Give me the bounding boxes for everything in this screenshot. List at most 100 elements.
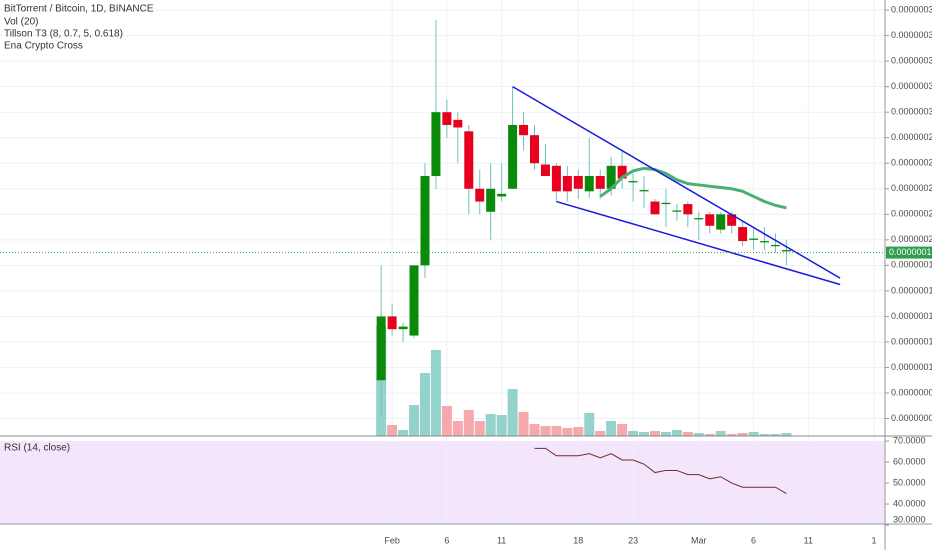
- volume-bar: [474, 421, 485, 436]
- volume-bar: [628, 431, 639, 436]
- volume-bar: [639, 432, 650, 436]
- candle-body: [628, 181, 638, 183]
- y-tick-label: 0.00000028: [891, 132, 932, 142]
- volume-bar: [715, 431, 726, 436]
- candle-body: [639, 190, 649, 192]
- volume-bar: [770, 434, 781, 436]
- candle-body: [431, 112, 441, 177]
- y-tick-label: 0.00000034: [891, 56, 932, 66]
- volume-bar: [671, 430, 682, 436]
- volume-bar: [463, 410, 474, 436]
- candle-body: [387, 316, 397, 330]
- volume-bar: [496, 415, 507, 436]
- y-tick-label: 0.00000012: [891, 336, 932, 346]
- volume-bar: [507, 389, 518, 436]
- volume-bar: [649, 431, 660, 436]
- candle-body: [683, 204, 693, 215]
- rsi-tick-label: 50.0000: [893, 477, 926, 487]
- rsi-tick-label: 40.0000: [893, 498, 926, 508]
- indicator-label: Ena Crypto Cross: [4, 41, 83, 52]
- trendline: [512, 86, 841, 279]
- candle-body: [376, 316, 386, 381]
- candle-body: [650, 201, 660, 215]
- volume-bar: [584, 413, 595, 436]
- candle-body: [606, 165, 616, 189]
- volume-bar: [781, 433, 792, 436]
- y-tick-label: 0.00000024: [891, 183, 932, 193]
- x-tick-label: Feb: [384, 535, 400, 545]
- candle-body: [409, 265, 419, 336]
- candle-body: [486, 188, 496, 212]
- volume-bar: [387, 425, 398, 436]
- volume-bar: [551, 426, 562, 436]
- candle-body: [398, 326, 408, 330]
- volume-bar: [693, 433, 704, 436]
- candle-body: [781, 250, 791, 252]
- candle-body: [497, 193, 507, 197]
- y-tick-label: 0.00000008: [891, 387, 932, 397]
- volume-bar: [704, 434, 715, 436]
- candle-body: [464, 131, 474, 189]
- candle-body: [562, 176, 572, 192]
- candle-body: [420, 176, 430, 266]
- y-tick-label: 0.00000014: [891, 311, 932, 321]
- candle-body: [672, 210, 682, 212]
- volume-bar: [660, 432, 671, 436]
- volume-bar: [540, 426, 551, 436]
- volume-bar: [759, 434, 770, 436]
- candle-body: [716, 214, 726, 230]
- candle-body: [694, 218, 704, 220]
- y-tick-label: 0.00000026: [891, 158, 932, 168]
- t3-line: [599, 166, 787, 210]
- x-tick-label: 1: [872, 535, 877, 545]
- rsi-tick-label: 60.0000: [893, 456, 926, 466]
- x-tick-label: 11: [804, 535, 813, 545]
- candle-body: [519, 124, 529, 136]
- candle-body: [760, 241, 770, 243]
- x-tick-label: 11: [497, 535, 506, 545]
- candle-body: [475, 188, 485, 202]
- x-tick-label: 18: [573, 535, 583, 545]
- volume-bar: [726, 434, 737, 436]
- trendline: [556, 200, 841, 286]
- candle-body: [530, 135, 540, 164]
- candle-body: [584, 176, 594, 192]
- candle-body: [453, 119, 463, 128]
- volume-bar: [409, 405, 420, 436]
- x-tick-label: Mar: [691, 535, 707, 545]
- y-tick-label: 0.00000038: [891, 4, 932, 14]
- y-tick-label: 0.00000018: [891, 260, 932, 270]
- candle-body: [617, 165, 627, 179]
- volume-bar: [617, 424, 628, 436]
- y-tick-label: 0.00000016: [891, 285, 932, 295]
- volume-bar: [737, 433, 748, 436]
- candle-body: [770, 244, 780, 247]
- volume-bar: [398, 430, 409, 436]
- x-tick-label: 6: [751, 535, 756, 545]
- rsi-line: [534, 447, 787, 494]
- indicator-label: Tillson T3 (8, 0.7, 5, 0.618): [4, 29, 123, 40]
- x-tick-label: 23: [628, 535, 638, 545]
- candle-body: [573, 176, 583, 189]
- volume-bar: [606, 421, 617, 436]
- y-tick-label: 0.00000006: [891, 413, 932, 423]
- candle-body: [551, 165, 561, 192]
- candle-body: [738, 227, 748, 242]
- volume-bar: [682, 432, 693, 436]
- rsi-tick-label: 70.0000: [893, 435, 926, 445]
- candle-body: [540, 164, 550, 177]
- volume-bar: [562, 428, 573, 436]
- volume-bar: [485, 414, 496, 436]
- candle-body: [705, 214, 715, 226]
- x-tick-label: 6: [444, 535, 449, 545]
- candle-body: [508, 124, 518, 189]
- volume-bar: [441, 406, 452, 436]
- chart-title: BitTorrent / Bitcoin, 1D, BINANCE: [4, 4, 154, 15]
- last-price-label: 0.00000019: [889, 247, 932, 257]
- y-tick-label: 0.00000032: [891, 81, 932, 91]
- volume-bar: [573, 427, 584, 436]
- y-tick-label: 0.00000036: [891, 30, 932, 40]
